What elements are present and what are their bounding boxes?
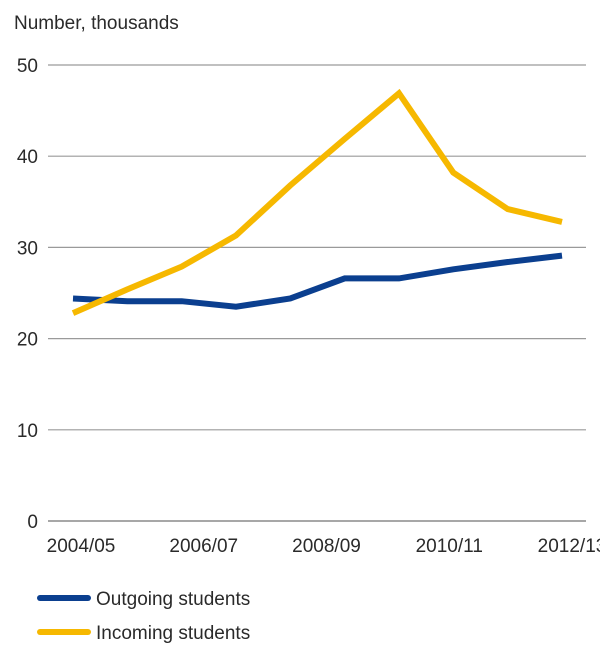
legend-label-outgoing: Outgoing students [96, 589, 250, 610]
x-tick-label: 2008/09 [292, 536, 361, 557]
series-line-incoming [71, 88, 563, 316]
y-tick-label: 10 [17, 421, 38, 442]
legend: Outgoing students Incoming students [37, 589, 250, 644]
series-line-outgoing [72, 252, 563, 310]
y-tick-label: 0 [27, 512, 38, 533]
x-tick-label: 2012/13 [538, 536, 600, 557]
y-tick-label: 50 [17, 56, 38, 77]
x-tick-label: 2006/07 [169, 536, 238, 557]
x-tick-labels: 2004/05 2006/07 2008/09 2010/11 2012/13 [47, 536, 600, 557]
x-tick-label: 2004/05 [47, 536, 116, 557]
y-axis-label: Number, thousands [14, 13, 179, 34]
x-tick-label: 2010/11 [416, 536, 483, 557]
series-lines [71, 88, 563, 316]
gridlines [48, 64, 586, 522]
y-tick-label: 40 [17, 147, 38, 168]
y-tick-labels: 0 10 20 30 40 50 [17, 56, 38, 533]
y-tick-label: 20 [17, 330, 38, 351]
legend-label-incoming: Incoming students [96, 623, 250, 644]
y-tick-label: 30 [17, 238, 38, 259]
